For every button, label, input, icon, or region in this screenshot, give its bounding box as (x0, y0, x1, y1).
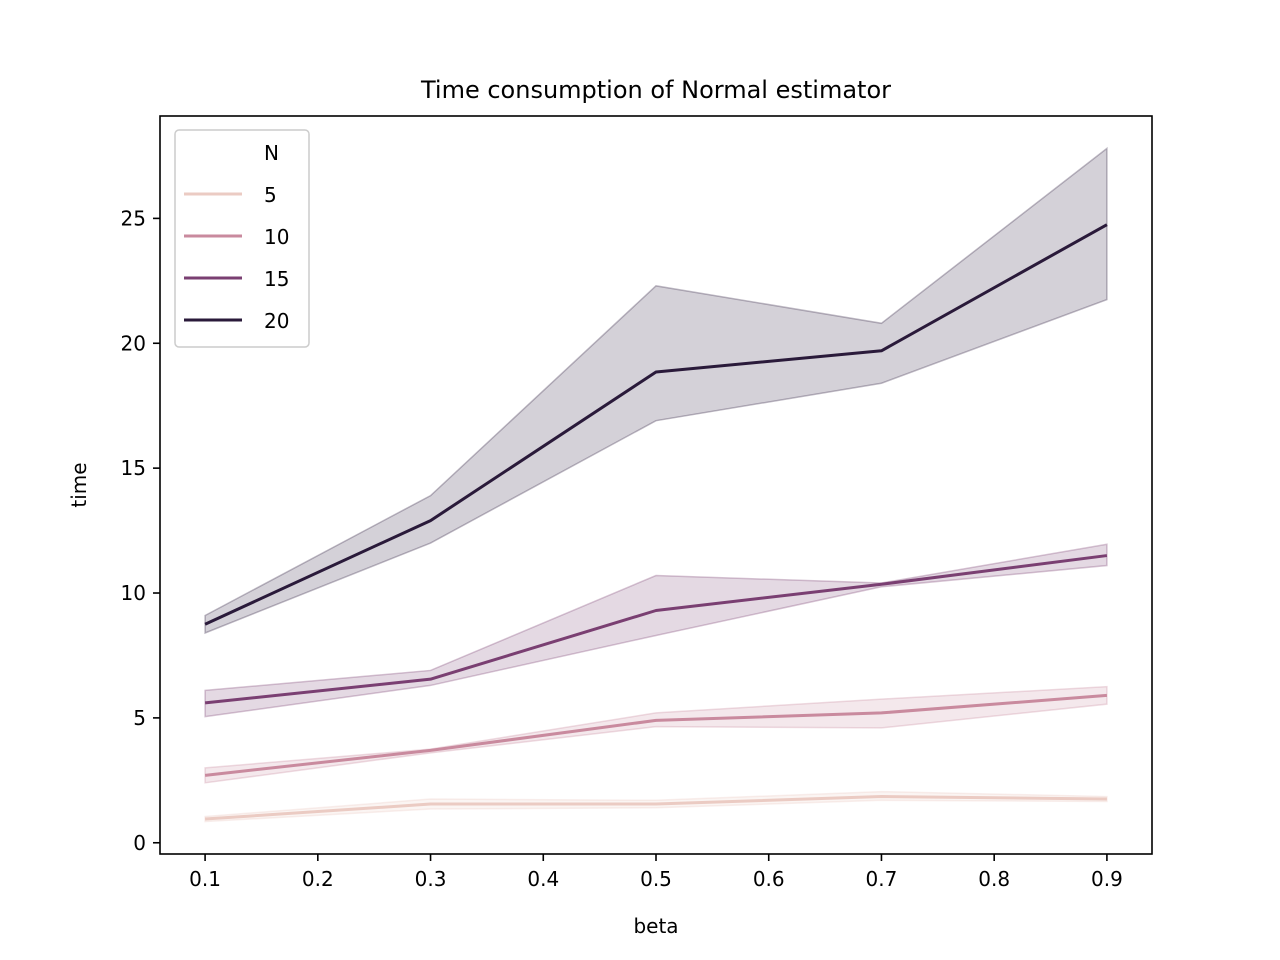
x-tick-label: 0.6 (753, 867, 785, 891)
legend-label-5: 5 (264, 183, 277, 207)
x-axis-label: beta (633, 914, 678, 938)
y-tick-label: 20 (121, 331, 146, 355)
ci-band-10 (204, 685, 1108, 784)
x-tick-label: 0.3 (415, 867, 447, 891)
x-tick-label: 0.1 (189, 867, 221, 891)
y-tick-label: 10 (121, 581, 146, 605)
x-tick-label: 0.5 (640, 867, 672, 891)
y-tick-label: 15 (121, 456, 146, 480)
x-tick-label: 0.7 (866, 867, 898, 891)
x-tick-label: 0.9 (1091, 867, 1123, 891)
y-tick-label: 0 (133, 831, 146, 855)
series-lines (204, 223, 1108, 821)
x-axis: 0.1 0.2 0.3 0.4 0.5 0.6 0.7 0.8 0.9 (189, 854, 1123, 891)
legend-label-15: 15 (264, 267, 289, 291)
series-line-5 (204, 795, 1107, 821)
legend-box (174, 129, 310, 348)
ci-band-5 (204, 790, 1108, 823)
x-tick-label: 0.8 (978, 867, 1010, 891)
x-tick-label: 0.2 (302, 867, 334, 891)
y-tick-label: 5 (133, 706, 146, 730)
y-tick-label: 25 (121, 206, 146, 230)
x-tick-label: 0.4 (527, 867, 559, 891)
legend-label-20: 20 (264, 309, 289, 333)
y-axis: 0 5 10 15 20 25 (121, 206, 160, 855)
ci-band-15 (204, 543, 1108, 718)
legend: N 5 10 15 20 (174, 129, 310, 348)
series-line-10 (204, 693, 1108, 777)
chart-title: Time consumption of Normal estimator (420, 76, 891, 104)
legend-label-10: 10 (264, 225, 289, 249)
y-axis-label: time (67, 462, 91, 507)
series-line-20 (204, 223, 1108, 626)
confidence-bands (204, 146, 1108, 823)
series-line-15 (204, 554, 1108, 705)
ci-band-20 (204, 146, 1108, 635)
legend-title: N (264, 141, 279, 165)
